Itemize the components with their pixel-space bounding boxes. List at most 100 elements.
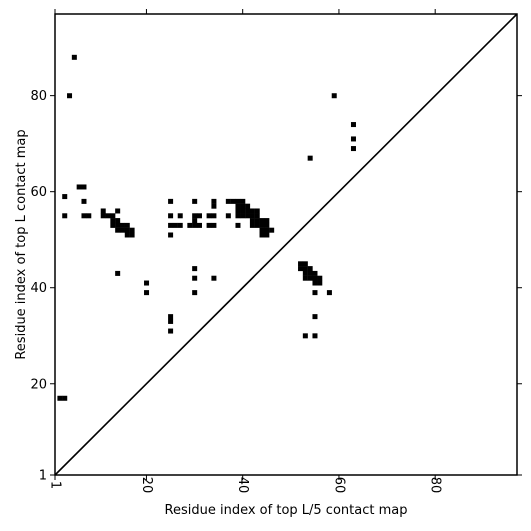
contact-cell (76, 184, 82, 190)
contact-cell (235, 213, 241, 219)
contact-cell (307, 275, 313, 281)
y-tick-label: 80 (30, 89, 47, 104)
contact-cell (71, 54, 77, 60)
contact-cell (124, 222, 130, 228)
y-tick-label: 20 (30, 377, 47, 392)
contact-cell (196, 222, 202, 228)
contact-cell (245, 203, 251, 209)
y-tick-label: 1 (39, 469, 47, 484)
contact-cell (312, 314, 318, 320)
contact-cell (211, 203, 217, 209)
contact-cell (168, 232, 174, 238)
contact-cell (317, 280, 323, 286)
contact-cell (249, 213, 255, 219)
contact-cell (298, 261, 304, 267)
contact-cell (230, 198, 236, 204)
contact-cell (86, 213, 92, 219)
x-tick-label: 1 (48, 481, 63, 489)
contact-cell (192, 213, 198, 219)
axis-ticks: 1 20 40 60 80 1 20 40 60 80 (30, 9, 522, 493)
contact-cell (211, 213, 217, 219)
contact-cell (129, 232, 135, 238)
contact-cell (302, 261, 308, 267)
contact-cell (81, 213, 87, 219)
contact-cell (168, 314, 174, 320)
contact-cell (307, 155, 313, 161)
contact-cells (57, 54, 356, 401)
contact-cell (245, 208, 251, 214)
contact-cell (302, 275, 308, 281)
contact-cell (168, 198, 174, 204)
contact-cell (326, 290, 332, 296)
contact-cell (168, 328, 174, 334)
contact-cell (187, 222, 193, 228)
contact-cell (110, 218, 116, 224)
contact-cell (350, 146, 356, 152)
contact-cell (192, 290, 198, 296)
contact-cell (115, 227, 121, 233)
contact-cell (350, 136, 356, 142)
contact-cell (240, 203, 246, 209)
contact-cell (119, 227, 125, 233)
contact-cell (100, 208, 106, 214)
contact-cell (115, 270, 121, 276)
contact-cell (168, 222, 174, 228)
contact-cell (264, 218, 270, 224)
contact-cell (62, 194, 68, 200)
contact-cell (264, 227, 270, 233)
contact-cell (235, 203, 241, 209)
x-tick-label: 20 (139, 477, 154, 494)
contact-cell (192, 266, 198, 272)
contact-cell (302, 266, 308, 272)
contact-cell (225, 213, 231, 219)
contact-cell (312, 280, 318, 286)
contact-cell (235, 208, 241, 214)
contact-cell (264, 222, 270, 228)
contact-cell (57, 395, 63, 401)
contact-cell (307, 266, 313, 272)
contact-cell (249, 222, 255, 228)
contact-cell (196, 213, 202, 219)
contact-cell (298, 266, 304, 272)
contact-cell (249, 218, 255, 224)
contact-cell (245, 213, 251, 219)
contact-cell (172, 222, 178, 228)
contact-cell (240, 208, 246, 214)
contact-cell (259, 222, 265, 228)
contact-cell (206, 222, 212, 228)
contact-cell (312, 275, 318, 281)
contact-cell (350, 122, 356, 128)
contact-cell (312, 290, 318, 296)
x-tick-label: 40 (235, 477, 250, 494)
contact-cell (115, 208, 121, 214)
contact-cell (211, 275, 217, 281)
contact-cell (81, 198, 87, 204)
contact-cell (119, 222, 125, 228)
x-tick-label: 80 (428, 477, 443, 494)
contact-cell (254, 213, 260, 219)
contact-cell (259, 218, 265, 224)
contact-cell (81, 184, 87, 190)
y-tick-label: 40 (30, 281, 47, 296)
contact-cell (240, 198, 246, 204)
y-tick-label: 60 (30, 185, 47, 200)
contact-cell (110, 213, 116, 219)
contact-cell (144, 280, 150, 286)
contact-cell (100, 213, 106, 219)
contact-cell (129, 227, 135, 233)
contact-cell (192, 218, 198, 224)
contact-cell (168, 213, 174, 219)
contact-cell (254, 208, 260, 214)
contact-cell (259, 232, 265, 238)
contact-cell (211, 222, 217, 228)
contact-cell (254, 222, 260, 228)
y-axis-label: Residue index of top L contact map (14, 129, 29, 359)
contact-cell (105, 213, 111, 219)
contact-cell (331, 93, 337, 99)
x-tick-label: 60 (331, 477, 346, 494)
x-axis-label: Residue index of top L/5 contact map (165, 503, 408, 518)
contact-cell (235, 222, 241, 228)
contact-cell (302, 270, 308, 276)
contact-cell (254, 218, 260, 224)
